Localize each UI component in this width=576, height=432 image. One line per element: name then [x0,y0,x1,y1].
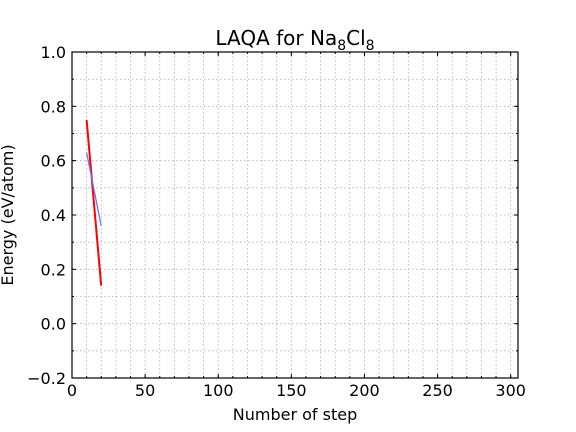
y-tick-label: 0.4 [41,206,66,225]
y-axis-label: Energy (eV/atom) [0,144,17,285]
x-axis-label: Number of step [233,405,357,424]
y-tick-label: 0.0 [41,315,66,334]
chart-title: LAQA for Na8Cl8 [215,26,374,54]
x-tick-label: 0 [67,381,77,400]
series-line-1 [85,119,103,286]
x-tick-label: 100 [203,381,234,400]
y-tick-label: 0.6 [41,152,66,171]
y-tick-label: 1.0 [41,43,66,62]
series-line-2 [85,152,102,227]
x-tick-label: 50 [135,381,155,400]
x-tick-label: 150 [276,381,307,400]
x-tick-label: 250 [422,381,453,400]
axis-ticks [71,51,518,379]
x-tick-label: 200 [349,381,380,400]
series-lines [85,119,103,286]
y-tick-label: 0.2 [41,260,66,279]
y-tick-label: 0.8 [41,97,66,116]
plot-frame [71,51,519,379]
x-tick-labels: 0 50 100 150 200 250 300 [67,381,526,400]
y-tick-labels: −0.2 0.0 0.2 0.4 0.6 0.8 1.0 [27,43,66,388]
y-tick-label: −0.2 [27,369,66,388]
grid-lines [72,52,518,378]
x-tick-label: 300 [495,381,526,400]
